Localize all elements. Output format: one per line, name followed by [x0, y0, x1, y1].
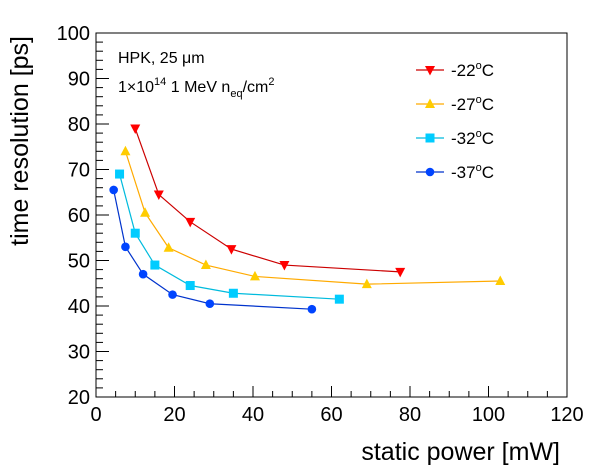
y-tick-label: 70: [68, 160, 90, 182]
data-point: [334, 294, 344, 304]
annotation-detector: HPK, 25 μm: [118, 50, 205, 67]
legend-label: -22oC: [451, 60, 494, 80]
legend-label-main: -27: [451, 95, 476, 114]
data-point: [249, 270, 260, 281]
annotation-fluence-mid: 1 MeV n: [166, 79, 230, 96]
legend-label-sup: o: [476, 94, 482, 106]
annotation-fluence-exp: 14: [154, 76, 166, 88]
legend-marker: [425, 167, 435, 177]
series-3: [115, 169, 344, 304]
series-layer: [109, 124, 506, 314]
data-point: [163, 242, 174, 252]
annotation-fluence-unit-exp: 2: [268, 76, 274, 88]
data-point: [228, 288, 238, 298]
y-tick-label: 90: [68, 69, 90, 91]
y-tick-label: 30: [68, 342, 90, 364]
x-tick-label: 20: [163, 404, 185, 426]
legend-label: -32oC: [451, 128, 494, 148]
legend-entry-4: -37oC: [416, 162, 494, 182]
data-point: [130, 228, 140, 238]
data-point: [495, 275, 506, 285]
x-tick-label: 100: [472, 404, 505, 426]
series-4: [109, 185, 317, 314]
data-point: [200, 259, 211, 270]
data-point: [138, 269, 148, 279]
data-point: [307, 304, 317, 314]
data-point: [121, 242, 130, 252]
legend-label-tail: C: [482, 163, 494, 182]
x-tick-label: 120: [550, 404, 583, 426]
annotation-fluence-sub: eq: [230, 88, 242, 100]
data-point: [361, 278, 372, 289]
data-point: [109, 185, 118, 195]
data-point: [185, 217, 196, 228]
data-point: [120, 145, 131, 156]
data-point: [279, 261, 290, 271]
legend-label-tail: C: [482, 95, 494, 114]
series-line: [134, 128, 401, 273]
data-point: [130, 124, 141, 135]
annotation-fluence-prefix: 1×10: [118, 79, 154, 96]
legend-entry-3: -32oC: [416, 128, 494, 148]
series-2: [120, 145, 506, 289]
legend-label-tail: C: [482, 61, 494, 80]
legend-label-main: -37: [451, 163, 476, 182]
y-tick-label: 20: [68, 387, 90, 409]
series-line: [113, 189, 312, 310]
data-point: [185, 281, 195, 291]
series-1: [130, 124, 406, 278]
legend-marker: [425, 66, 435, 76]
legend-label-main: -22: [451, 61, 476, 80]
y-tick-label: 50: [68, 251, 90, 273]
legend-label-sup: o: [476, 60, 482, 72]
y-tick-label: 60: [68, 205, 90, 227]
data-point: [168, 290, 177, 299]
legend-entry-2: -27oC: [416, 94, 494, 114]
data-point: [140, 207, 151, 217]
annotation-fluence: 1×1014 1 MeV neq/cm2: [118, 76, 274, 100]
x-axis-title: static power [mW]: [361, 438, 560, 466]
x-tick-label: 80: [399, 404, 421, 426]
x-tick-label: 0: [90, 404, 101, 426]
legend: -22oC-27oC-32oC-37oC: [416, 60, 494, 182]
legend-label-main: -32: [451, 129, 476, 148]
legend-entry-1: -22oC: [416, 60, 494, 80]
data-point: [115, 169, 125, 179]
y-tick-label: 80: [68, 114, 90, 136]
legend-label-tail: C: [482, 129, 494, 148]
annotation-fluence-unit: /cm: [243, 79, 269, 96]
legend-label: -37oC: [451, 162, 494, 182]
legend-label-sup: o: [476, 128, 482, 140]
legend-marker: [425, 98, 435, 108]
series-line: [118, 173, 340, 300]
data-point: [226, 245, 237, 255]
data-point: [395, 267, 406, 278]
y-tick-label: 100: [57, 23, 90, 45]
y-axis-title: time resolution [ps]: [6, 36, 34, 246]
legend-label-sup: o: [476, 162, 482, 174]
x-tick-label: 40: [242, 404, 264, 426]
data-point: [153, 190, 164, 201]
legend-marker: [425, 133, 435, 143]
legend-label: -27oC: [451, 94, 494, 114]
x-tick-label: 60: [320, 404, 342, 426]
y-tick-label: 40: [68, 296, 90, 318]
data-point: [150, 260, 160, 270]
data-point: [205, 299, 215, 309]
